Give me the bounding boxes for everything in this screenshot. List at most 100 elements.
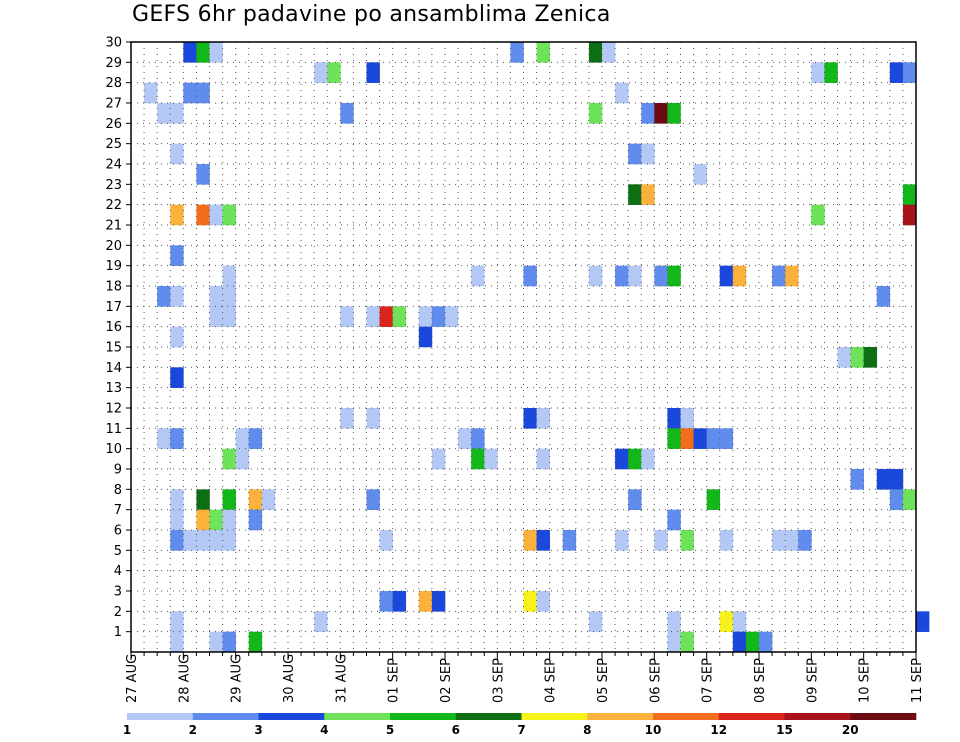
heatmap-cell	[170, 489, 184, 510]
legend-color-swatch	[850, 713, 917, 720]
heatmap-cell	[719, 530, 734, 551]
heatmap-cell	[536, 530, 550, 551]
heatmap-cell	[628, 265, 642, 287]
x-tick-label: 27 AUG	[125, 654, 140, 703]
heatmap-cell	[392, 306, 407, 327]
heatmap-cell	[418, 326, 433, 348]
heatmap-cell	[732, 265, 747, 287]
x-tick-label: 05 SEP	[596, 658, 611, 703]
heatmap-cell	[209, 306, 223, 327]
y-tick-label: 17	[105, 300, 122, 315]
x-tick-label: 09 SEP	[805, 658, 820, 703]
heatmap-cell	[628, 489, 642, 510]
heatmap-cell	[719, 265, 734, 287]
heatmap-cell	[889, 469, 904, 490]
y-tick-label: 22	[105, 198, 122, 213]
heatmap-cell	[680, 530, 694, 551]
heatmap-cell	[588, 103, 603, 124]
heatmap-cell	[392, 591, 407, 612]
heatmap-cell	[261, 489, 276, 510]
heatmap-cell	[248, 509, 263, 531]
heatmap-cell	[170, 103, 184, 124]
heatmap-cell	[588, 611, 603, 632]
heatmap-cell	[248, 489, 263, 510]
cells-layer	[144, 42, 930, 653]
legend-label: 7	[517, 723, 525, 737]
heatmap-cell	[222, 204, 236, 226]
heatmap-cell	[196, 509, 210, 531]
heatmap-cell	[536, 591, 550, 612]
heatmap-cell	[340, 306, 354, 327]
x-tick-label: 28 AUG	[177, 654, 192, 703]
heatmap-cell	[902, 489, 917, 510]
y-tick-label: 15	[105, 341, 122, 356]
heatmap-cell	[876, 286, 891, 307]
x-tick-label: 30 AUG	[282, 654, 297, 703]
legend: 1 2 3 4 5 6 7 8 10 12 15 20	[123, 713, 917, 737]
heatmap-cell	[523, 265, 537, 287]
y-tick-label: 7	[114, 503, 122, 518]
heatmap-cell	[484, 448, 498, 470]
heatmap-cell	[850, 469, 864, 490]
legend-label: 3	[254, 723, 262, 737]
heatmap-cell	[863, 347, 878, 368]
heatmap-cell	[222, 265, 236, 287]
heatmap-cell	[615, 448, 629, 470]
heatmap-cell	[523, 408, 537, 429]
heatmap-cell	[340, 408, 354, 429]
heatmap-cell	[615, 82, 629, 104]
legend-color-swatch	[390, 713, 457, 720]
heatmap-cell	[719, 428, 734, 449]
heatmap-cell	[654, 103, 668, 124]
heatmap-cell	[170, 286, 184, 307]
heatmap-cell	[615, 530, 629, 551]
y-tick-label: 12	[105, 402, 122, 417]
legend-label: 2	[189, 723, 197, 737]
heatmap-cell	[615, 265, 629, 287]
heatmap-cell	[222, 530, 236, 551]
heatmap-cell	[196, 82, 210, 104]
heatmap-cell	[144, 82, 158, 104]
y-tick-label: 21	[105, 219, 122, 234]
heatmap-cell	[588, 42, 603, 63]
legend-color-swatch	[455, 713, 522, 720]
legend-color-swatch	[127, 713, 194, 720]
heatmap-cell	[209, 42, 223, 63]
heatmap-cell	[340, 103, 354, 124]
heatmap-cell	[641, 143, 655, 165]
heatmap-cell	[196, 530, 210, 551]
heatmap-cell	[523, 591, 537, 612]
heatmap-cell	[366, 408, 380, 429]
grid-layer	[131, 42, 916, 652]
heatmap-cell	[811, 204, 825, 226]
y-tick-label: 19	[105, 259, 122, 274]
heatmap-cell	[876, 469, 891, 490]
heatmap-cell	[471, 448, 485, 470]
heatmap-cell	[889, 489, 904, 510]
heatmap-cell	[170, 631, 184, 653]
y-tick-label: 9	[114, 463, 122, 478]
heatmap-cell	[170, 509, 184, 531]
heatmap-cell	[209, 509, 223, 531]
y-tick-label: 6	[114, 524, 122, 539]
y-tick-label: 1	[114, 625, 122, 640]
heatmap-cell	[183, 530, 197, 551]
y-tick-label: 8	[114, 483, 122, 498]
x-tick-label: 08 SEP	[753, 658, 768, 703]
legend-label: 10	[645, 723, 662, 737]
heatmap-cell	[641, 184, 655, 205]
legend-label: 8	[583, 723, 591, 737]
heatmap-cell	[379, 530, 393, 551]
heatmap-cell	[680, 428, 694, 449]
x-tick-label: 04 SEP	[544, 658, 559, 703]
heatmap-cell	[445, 306, 459, 327]
heatmap-cell	[458, 428, 472, 449]
y-tick-label: 3	[114, 585, 122, 600]
heatmap-cell	[667, 428, 681, 449]
heatmap-cell	[170, 530, 184, 551]
heatmap-cell	[209, 204, 223, 226]
heatmap-cell	[196, 42, 210, 63]
x-tick-label: 03 SEP	[491, 658, 506, 703]
x-tick-label: 29 AUG	[230, 654, 245, 703]
